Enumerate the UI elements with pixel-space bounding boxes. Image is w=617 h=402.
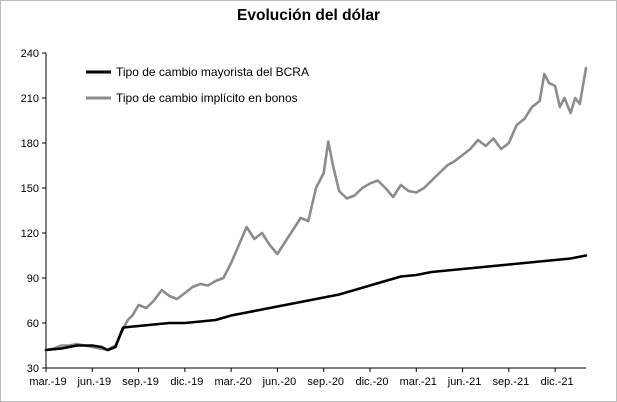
x-axis-ticks: mar.-19 jun.-19 sep.-19 dic.-19 mar.-20 jun.-… [29, 368, 574, 388]
x-tick-label: sep.-21 [493, 376, 530, 388]
series-line-bonos [44, 66, 588, 352]
chart-legend: Tipo de cambio mayorista del BCRA Tipo de… [86, 65, 309, 105]
x-tick-label: mar.-20 [214, 376, 251, 388]
legend-label: Tipo de cambio implícito en bonos [116, 91, 298, 105]
y-tick-label: 210 [21, 93, 39, 105]
y-tick-label: 240 [21, 48, 39, 60]
y-axis-ticks: 30 60 90 120 150 180 210 240 [21, 48, 46, 375]
y-tick-label: 60 [27, 318, 39, 330]
chart-axes [45, 53, 586, 369]
y-tick-label: 120 [21, 228, 39, 240]
legend-label: Tipo de cambio mayorista del BCRA [116, 65, 309, 79]
x-tick-label: mar.-21 [400, 376, 437, 388]
y-tick-label: 90 [27, 273, 39, 285]
x-tick-label: dic.-19 [170, 376, 203, 388]
y-tick-label: 150 [21, 183, 39, 195]
x-tick-label: jun.-20 [262, 376, 297, 388]
y-tick-label: 30 [27, 363, 39, 375]
x-tick-label: sep.-19 [122, 376, 159, 388]
x-tick-label: jun.-19 [76, 376, 111, 388]
x-tick-label: jun.-21 [447, 376, 482, 388]
x-tick-label: dic.-20 [355, 376, 388, 388]
x-tick-label: sep.-20 [307, 376, 344, 388]
series-line-mayorista [44, 254, 588, 352]
series-lines [44, 66, 588, 352]
x-tick-label: dic.-21 [541, 376, 574, 388]
chart-title: Evolución del dólar [237, 7, 380, 24]
x-tick-label: mar.-19 [29, 376, 66, 388]
y-tick-label: 180 [21, 138, 39, 150]
